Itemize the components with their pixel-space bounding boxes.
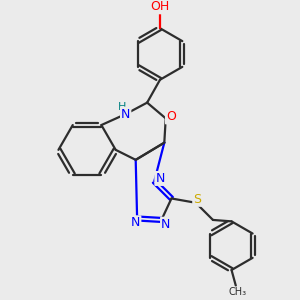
Text: N: N [131, 216, 140, 229]
Text: S: S [193, 193, 201, 206]
Text: CH₃: CH₃ [228, 287, 246, 297]
Text: N: N [161, 218, 170, 231]
Text: H: H [118, 102, 126, 112]
Text: OH: OH [150, 0, 170, 13]
Text: O: O [166, 110, 176, 123]
Text: N: N [155, 172, 165, 185]
Text: N: N [121, 108, 130, 121]
